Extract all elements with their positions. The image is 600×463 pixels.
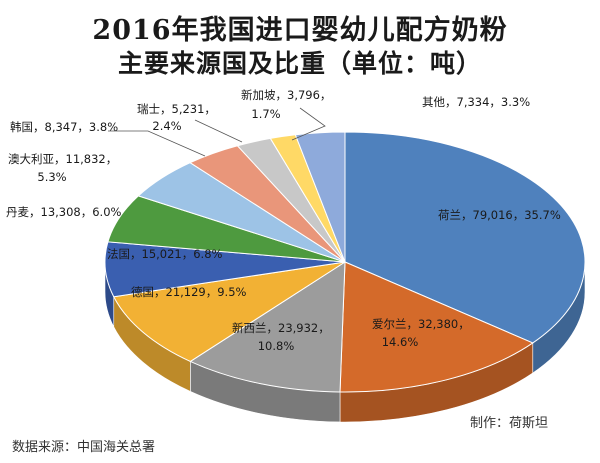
slice-label-9: 新加坡，3,796， <box>241 88 331 102</box>
slice-label-1: 爱尔兰，32,380， <box>372 317 470 331</box>
pie-slice-0 <box>344 131 586 344</box>
leader-line-0 <box>108 130 206 157</box>
slice-label-2: 新西兰，23,932， <box>232 321 330 335</box>
maker-credit: 制作：荷斯坦 <box>470 416 549 431</box>
slice-label-3: 德国，21,129，9.5% <box>131 285 247 299</box>
slice-labels: 荷兰，79,016，35.7% 爱尔兰，32,380， 14.6% 新西兰，23,93… <box>6 88 561 353</box>
slice-percent-8: 2.4% <box>152 119 181 133</box>
chart-title: 2016年我国进口婴幼儿配方奶粉 <box>92 15 508 46</box>
pie-slices <box>104 131 586 393</box>
pie-slice-2 <box>189 261 346 393</box>
slice-label-4: 法国，15,021，6.8% <box>107 247 223 261</box>
pie-slice-10 <box>294 131 346 263</box>
data-source-note: 数据来源：中国海关总署 <box>12 440 156 455</box>
leader-line-1 <box>194 119 243 143</box>
slice-label-0: 荷兰，79,016，35.7% <box>438 208 561 222</box>
slice-percent-2: 10.8% <box>258 339 295 353</box>
slice-percent-1: 14.6% <box>382 335 419 349</box>
chart-subtitle: 主要来源国及比重（单位：吨） <box>117 49 482 78</box>
pie-slice-3 <box>112 261 346 362</box>
slice-percent-6: 5.3% <box>37 170 66 184</box>
slice-label-7: 韩国，8,347，3.8% <box>10 120 118 134</box>
pie-slice-1 <box>339 261 534 393</box>
slice-label-8: 瑞士，5,231， <box>137 102 216 116</box>
slice-label-10: 其他，7,334，3.3% <box>422 95 530 109</box>
slice-percent-9: 1.7% <box>251 107 280 121</box>
slice-label-5: 丹麦，13,308，6.0% <box>6 205 122 219</box>
slice-label-6: 澳大利亚，11,832， <box>8 152 117 166</box>
leader-line-2 <box>291 107 326 141</box>
